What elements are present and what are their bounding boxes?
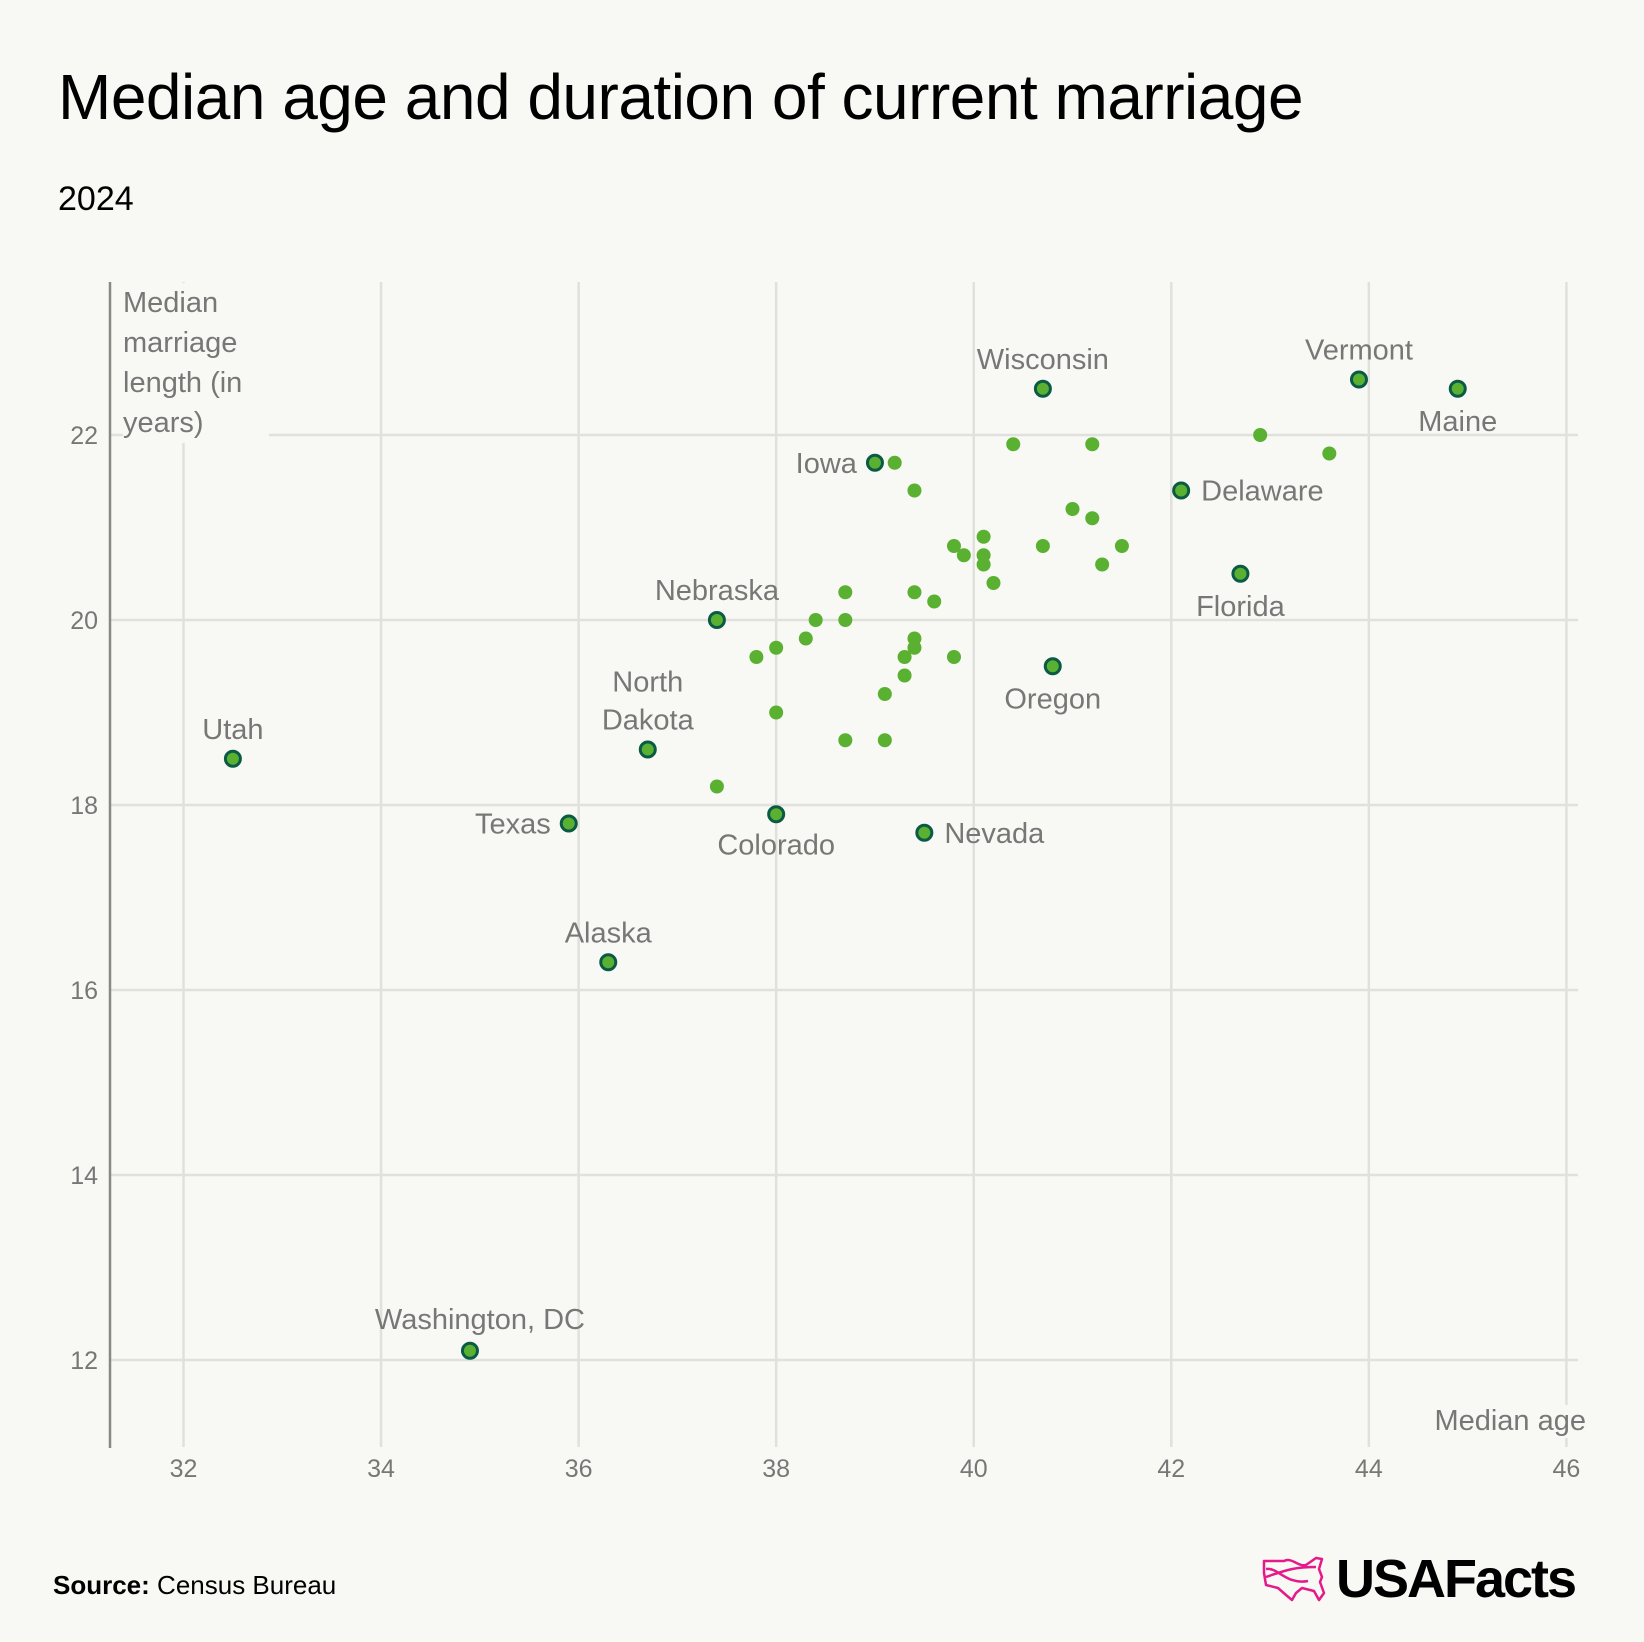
highlighted-data-point: [1349, 370, 1368, 389]
x-tick-label: 34: [367, 1455, 395, 1483]
data-point: [946, 539, 961, 553]
data-point: [877, 733, 892, 748]
y-tick-label: 16: [70, 977, 98, 1005]
data-point: [1035, 539, 1050, 553]
source-note: Source: Census Bureau: [53, 1570, 336, 1601]
data-point: [976, 557, 991, 572]
highlighted-data-point: [707, 611, 726, 629]
data-point: [907, 483, 922, 498]
logo-text: USAFacts: [1336, 1549, 1577, 1609]
y-tick-label: 12: [70, 1347, 98, 1375]
x-tick-label: 36: [565, 1455, 593, 1483]
highlighted-data-point: [1231, 564, 1250, 583]
x-tick-label: 44: [1355, 1455, 1383, 1483]
point-label-line: Dakota: [602, 705, 695, 737]
point-label: Alaska: [565, 917, 653, 949]
x-tick-label: 40: [960, 1455, 988, 1483]
x-tick-label: 38: [762, 1455, 790, 1483]
data-point: [976, 529, 991, 544]
highlighted-data-point: [915, 823, 934, 842]
x-tick-label: 46: [1552, 1455, 1580, 1483]
usafacts-logo: USAFacts: [1262, 1548, 1577, 1610]
data-point: [838, 733, 853, 748]
y-tick-label: 22: [70, 422, 98, 450]
point-label: Colorado: [717, 829, 835, 861]
data-point: [808, 613, 823, 627]
data-point: [1085, 437, 1100, 452]
y-axis-label-text: Median marriage length (in years): [123, 287, 243, 439]
data-point: [907, 585, 922, 600]
point-label: Nebraska: [655, 575, 780, 607]
y-tick-label: 18: [70, 792, 98, 820]
highlighted-data-point: [767, 805, 786, 824]
highlighted-data-point: [599, 953, 618, 972]
x-tick-label: 32: [170, 1455, 198, 1483]
point-label: Iowa: [796, 448, 858, 480]
y-tick-label: 20: [70, 607, 98, 635]
data-point: [838, 585, 853, 600]
data-point: [1322, 446, 1337, 461]
data-point: [877, 687, 892, 701]
y-tick-label: 14: [70, 1162, 98, 1190]
point-label: Utah: [202, 714, 263, 746]
point-label: Texas: [475, 809, 551, 841]
point-label: Maine: [1418, 406, 1497, 438]
highlighted-data-point: [1172, 481, 1191, 500]
x-axis-label: Median age: [1434, 1405, 1586, 1438]
data-point: [838, 613, 853, 627]
data-point: [897, 650, 912, 664]
point-label: North Dakota: [602, 667, 695, 737]
source-label: Source:: [53, 1570, 150, 1600]
x-tick-label: 42: [1157, 1455, 1185, 1483]
data-point: [1006, 437, 1021, 452]
y-axis-label: Median marriage length (in years): [123, 283, 269, 443]
point-label-line: North: [612, 667, 683, 699]
highlighted-data-point: [1033, 379, 1052, 398]
data-point: [887, 455, 902, 470]
point-label: Vermont: [1305, 335, 1413, 367]
data-point: [769, 640, 784, 655]
highlighted-data-point: [1448, 379, 1467, 398]
data-point: [986, 576, 1001, 590]
data-point: [1253, 428, 1268, 442]
data-point: [749, 650, 764, 664]
highlighted-data-point: [865, 453, 884, 472]
data-point: [1095, 557, 1110, 572]
point-label: Wisconsin: [977, 344, 1109, 376]
data-point: [946, 650, 961, 664]
highlighted-data-point: [559, 814, 578, 833]
data-point: [1065, 502, 1080, 516]
point-label: Nevada: [944, 818, 1045, 850]
highlighted-data-point: [223, 749, 242, 768]
data-point: [927, 594, 942, 609]
data-point: [907, 640, 922, 655]
chart-subtitle: 2024: [58, 180, 134, 218]
usa-map-icon: [1262, 1556, 1326, 1602]
data-point: [956, 548, 971, 563]
point-label: Oregon: [1004, 683, 1101, 715]
highlighted-data-point: [1043, 657, 1062, 676]
point-label: Washington, DC: [375, 1304, 585, 1336]
data-point: [769, 705, 784, 720]
data-point: [798, 631, 813, 646]
source-value: Census Bureau: [157, 1570, 337, 1600]
data-point: [897, 668, 912, 683]
data-point: [1085, 511, 1100, 526]
highlighted-data-point: [638, 740, 657, 759]
data-point: [1114, 539, 1129, 553]
data-point: [709, 779, 724, 794]
highlighted-data-point: [460, 1341, 479, 1360]
point-label: Florida: [1196, 591, 1286, 623]
point-label: Delaware: [1201, 476, 1324, 508]
chart-title: Median age and duration of current marri…: [58, 61, 1304, 133]
